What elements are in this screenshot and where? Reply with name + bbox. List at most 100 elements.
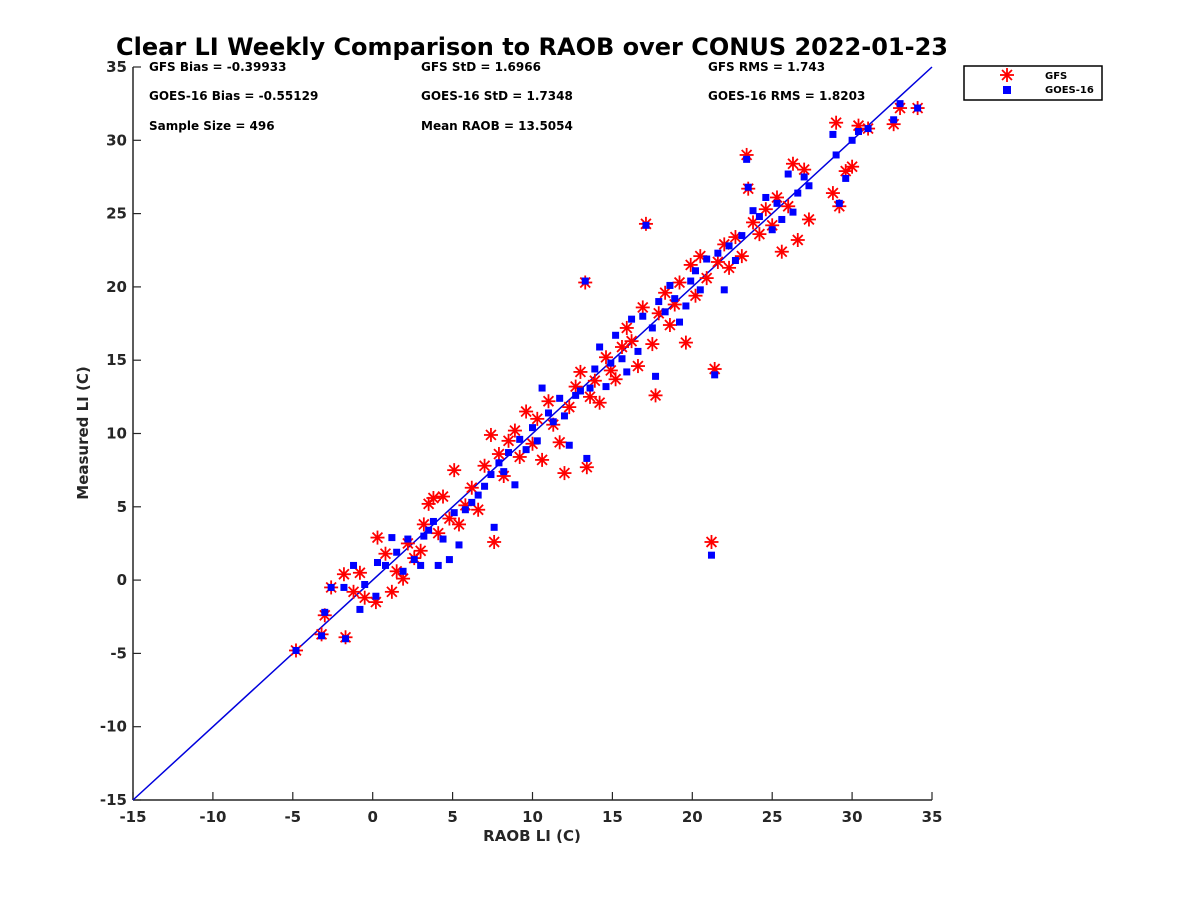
goes16-point <box>687 277 695 285</box>
goes16-point <box>648 324 656 332</box>
gfs-point <box>552 435 567 450</box>
gfs-point <box>471 502 486 517</box>
goes16-point <box>773 199 781 207</box>
goes16-point <box>556 394 564 402</box>
gfs-point <box>491 447 506 462</box>
x-tick-label: 35 <box>922 808 943 826</box>
goes16-point <box>762 193 770 201</box>
goes16-point <box>455 541 463 549</box>
goes16-point <box>522 446 530 454</box>
goes16-point <box>350 561 358 569</box>
gfs-point <box>635 300 650 315</box>
goes16-point <box>399 567 407 575</box>
gfs-point <box>662 318 677 333</box>
stat-goes-rms: GOES-16 RMS = 1.8203 <box>708 89 865 103</box>
gfs-point <box>447 463 462 478</box>
gfs-point <box>624 334 639 349</box>
gfs-point <box>587 373 602 388</box>
gfs-point <box>562 400 577 415</box>
goes16-point <box>388 534 396 542</box>
goes16-point <box>707 551 715 559</box>
goes16-point <box>789 208 797 216</box>
gfs-point <box>583 389 598 404</box>
goes16-point <box>720 286 728 294</box>
goes16-point <box>544 409 552 417</box>
legend-box <box>963 65 1103 101</box>
gfs-point <box>378 546 393 561</box>
gfs-point <box>825 186 840 201</box>
goes16-point <box>560 412 568 420</box>
goes16-point <box>373 559 381 567</box>
goes16-point <box>832 151 840 159</box>
gfs-point <box>464 480 479 495</box>
goes16-point <box>445 556 453 564</box>
goes16-point <box>714 249 722 257</box>
goes16-point <box>581 277 589 285</box>
goes16-point <box>591 365 599 373</box>
x-tick-label: 15 <box>602 808 623 826</box>
gfs-point <box>579 460 594 475</box>
series-gfs <box>288 101 925 658</box>
gfs-point <box>758 202 773 217</box>
gfs-point <box>557 466 572 481</box>
goes16-point <box>429 517 437 525</box>
goes16-point <box>744 183 752 191</box>
y-tick-label: -10 <box>100 718 127 736</box>
goes16-point <box>565 441 573 449</box>
y-tick-label: 30 <box>106 131 127 149</box>
goes16-point <box>639 312 647 320</box>
goes16-point <box>576 387 584 395</box>
goes16-point <box>612 331 620 339</box>
y-tick-label: -5 <box>110 644 127 662</box>
x-tick-label: 25 <box>762 808 783 826</box>
goes16-point <box>583 454 591 462</box>
gfs-point <box>573 364 588 379</box>
goes16-point <box>682 302 690 310</box>
goes16-point <box>439 535 447 543</box>
goes16-point <box>381 561 389 569</box>
gfs-point <box>384 584 399 599</box>
legend-gfs-asterisk <box>1000 68 1014 82</box>
goes16-point <box>743 155 751 163</box>
goes16-point <box>854 128 862 136</box>
goes16-point <box>505 449 513 457</box>
goes16-point <box>481 482 489 490</box>
gfs-point <box>801 212 816 227</box>
goes16-point <box>417 561 425 569</box>
goes16-point <box>292 646 300 654</box>
goes16-point <box>661 308 669 316</box>
stat-mean-raob: Mean RAOB = 13.5054 <box>421 119 573 133</box>
goes16-point <box>450 509 458 517</box>
gfs-point <box>722 260 737 275</box>
goes16-point <box>618 355 626 363</box>
gfs-point <box>357 590 372 605</box>
goes16-point <box>404 535 412 543</box>
goes16-point <box>549 418 557 426</box>
stat-sample-size: Sample Size = 496 <box>149 119 275 133</box>
gfs-point <box>672 275 687 290</box>
goes16-point <box>321 608 329 616</box>
goes16-point <box>410 556 418 564</box>
goes16-point <box>666 281 674 289</box>
goes16-point <box>529 424 536 432</box>
stat-goes-bias: GOES-16 Bias = -0.55129 <box>149 89 318 103</box>
gfs-point <box>614 340 629 355</box>
goes16-point <box>468 498 476 506</box>
gfs-point <box>535 452 550 467</box>
x-tick-label: -5 <box>284 808 301 826</box>
gfs-point <box>704 534 719 549</box>
goes16-point <box>327 583 335 591</box>
gfs-point <box>785 156 800 171</box>
goes16-point <box>420 532 428 540</box>
goes16-point <box>703 255 711 263</box>
gfs-point <box>592 395 607 410</box>
goes16-point <box>794 189 802 197</box>
goes16-point <box>607 359 615 367</box>
goes16-point <box>896 100 904 108</box>
goes16-point <box>864 125 872 133</box>
goes16-point <box>768 226 776 234</box>
goes16-point <box>655 298 663 306</box>
goes16-point <box>461 506 469 514</box>
stat-gfs-bias: GFS Bias = -0.39933 <box>149 60 286 74</box>
gfs-point <box>790 232 805 247</box>
